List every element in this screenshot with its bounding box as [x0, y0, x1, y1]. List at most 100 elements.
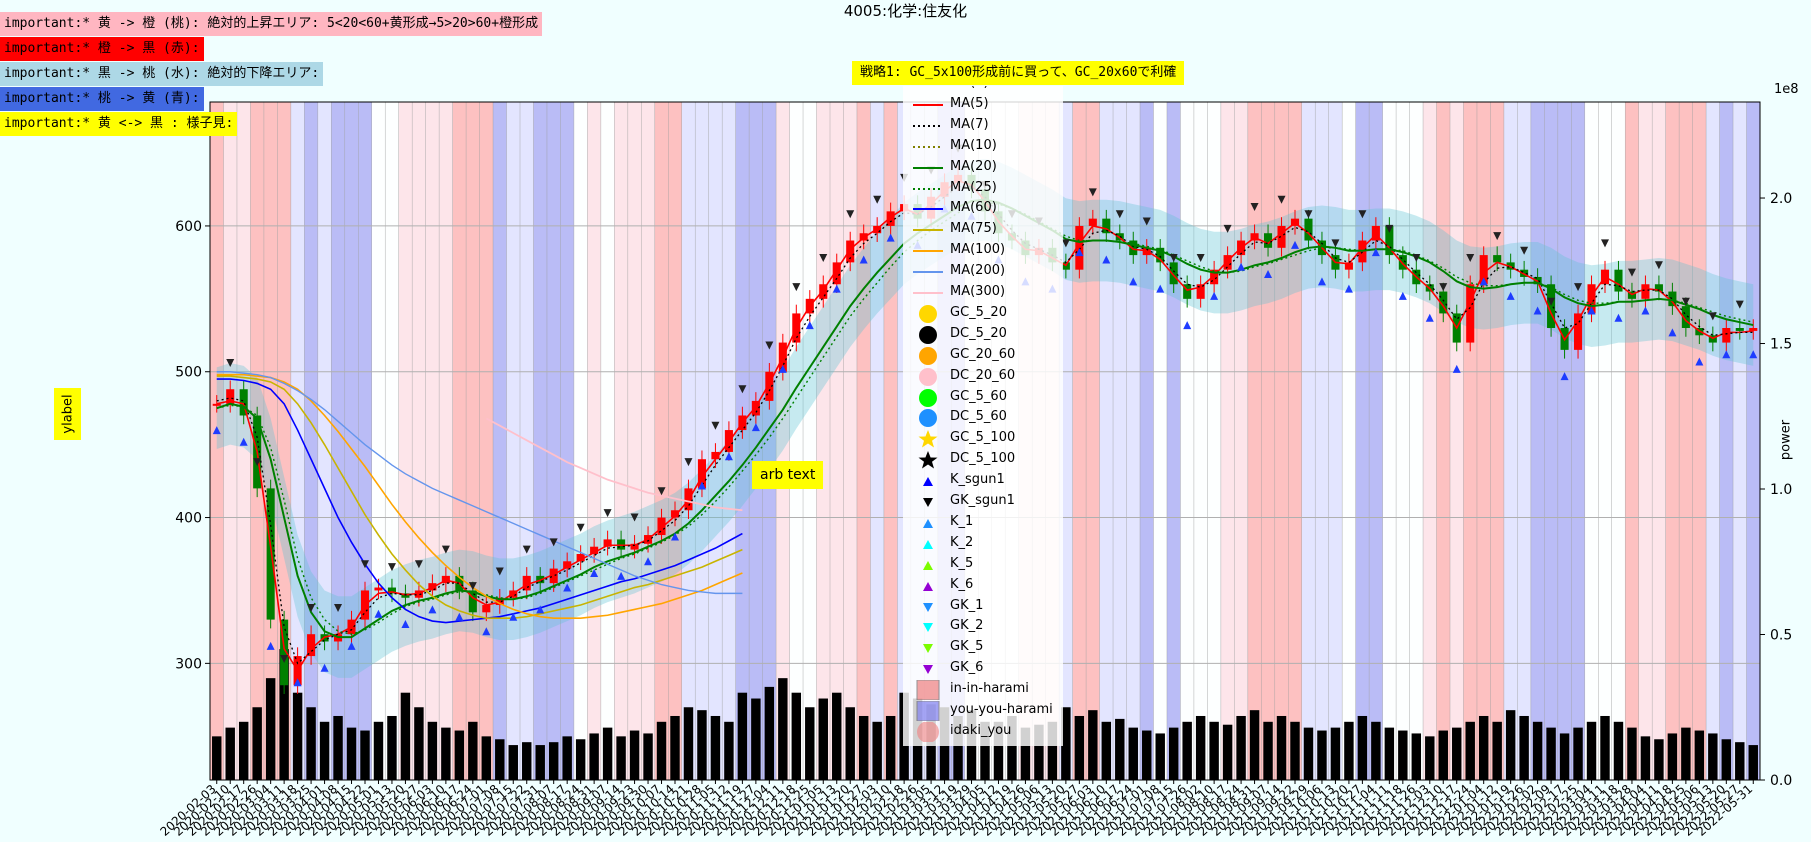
candle-body [697, 459, 706, 489]
k-signal-marker [1129, 277, 1138, 286]
trend-band [1140, 102, 1154, 780]
legend-label: MA(75) [950, 221, 997, 237]
trend-band [1638, 102, 1653, 780]
volume-bar [1613, 721, 1624, 780]
candle-body [1129, 240, 1138, 256]
candle-body [1439, 291, 1448, 314]
volume-bar [1303, 727, 1314, 780]
volume-bar [980, 721, 990, 780]
gk-signal-marker [846, 210, 855, 219]
candle-body [482, 605, 491, 613]
legend-item: K_sgun1 [903, 471, 1063, 492]
candle-body [226, 389, 235, 404]
trend-band [1369, 102, 1383, 780]
volume-bar [791, 692, 802, 780]
gk-signal-marker [819, 254, 828, 263]
candle-body [1749, 328, 1758, 331]
k-signal-marker [1264, 270, 1273, 279]
gk-signal-marker [576, 523, 585, 532]
candle-body [280, 619, 289, 686]
legend-item: DC_20_60 [903, 367, 1063, 388]
candle-body [212, 403, 221, 406]
k-signal-marker [859, 255, 868, 264]
volume-bar [414, 707, 424, 780]
legend-item: DC_5_20 [903, 325, 1063, 346]
legend-swatch [923, 644, 933, 654]
legend-item: GK_5 [903, 638, 1063, 659]
candle-body [1466, 284, 1475, 343]
volume-bar [832, 692, 842, 780]
k-signal-marker [1587, 306, 1596, 315]
volume-bar [710, 715, 721, 780]
k-signal-marker [1398, 291, 1407, 300]
volume-bar [1263, 721, 1273, 780]
ma-line [216, 201, 1754, 635]
legend-swatch [919, 304, 937, 323]
legend-square-swatch [916, 680, 940, 701]
candle-body [1641, 284, 1650, 299]
volume-bar [454, 730, 465, 780]
trend-band [1342, 102, 1356, 780]
volume-bar [1532, 721, 1543, 780]
trend-band [1315, 102, 1329, 780]
k-signal-marker [697, 481, 706, 490]
trend-band [1207, 102, 1221, 780]
candle-body [670, 510, 680, 518]
legend-circle-swatch [919, 325, 937, 344]
candle-body [590, 546, 599, 554]
trend-band [830, 102, 844, 780]
candle-body [1385, 225, 1394, 256]
trend-band [587, 102, 601, 780]
trend-band [1476, 102, 1491, 780]
legend-star-swatch [918, 430, 938, 448]
volume-bar [346, 727, 357, 780]
candle-body [1277, 225, 1286, 248]
trend-band [749, 102, 763, 780]
trend-band [1719, 102, 1734, 780]
trend-band [546, 102, 561, 780]
trend-band [1746, 102, 1760, 780]
trend-band [533, 102, 547, 780]
trend-band [506, 102, 520, 780]
trend-band [1571, 102, 1585, 780]
legend-item: K_1 [903, 513, 1063, 534]
trend-band [1180, 102, 1194, 780]
volume-bar [1222, 724, 1233, 780]
y-axis-label: ylabel [60, 394, 75, 434]
legend-item: MA(10) [903, 137, 1063, 158]
trend-band [1193, 102, 1208, 780]
candle-body [307, 634, 316, 657]
volume-bar [670, 715, 680, 780]
k-signal-marker [1506, 291, 1515, 300]
k-signal-marker [536, 605, 545, 614]
trend-band [1072, 102, 1087, 780]
legend-circle-swatch [917, 721, 939, 742]
volume-bar [751, 698, 761, 780]
candle-body [1169, 262, 1178, 285]
gk-signal-marker [738, 385, 747, 394]
legend-item: MA(20) [903, 158, 1063, 179]
trend-band [1665, 102, 1680, 780]
k-signal-marker [320, 663, 329, 672]
volume-bar [845, 707, 855, 780]
volume-bar [279, 649, 289, 780]
volume-bar [1101, 721, 1112, 780]
trend-band [1598, 102, 1612, 780]
volume-bar [1398, 730, 1408, 780]
legend-circle-swatch [919, 346, 937, 365]
volume-bar [495, 739, 505, 780]
legend-swatch [917, 721, 939, 742]
gk-signal-marker [441, 545, 450, 554]
volume-bar [872, 721, 882, 780]
volume-bar [1478, 715, 1489, 780]
k-signal-marker [1183, 321, 1192, 330]
volume-bar [292, 692, 303, 780]
gk-signal-marker [711, 421, 720, 430]
legend-label: MA(200) [950, 263, 1006, 279]
trend-band [735, 102, 750, 780]
trend-band [1692, 102, 1707, 780]
volume-bar [1600, 715, 1610, 780]
candle-body [374, 587, 383, 591]
legend-label: MA(300) [950, 284, 1006, 299]
trend-band [1288, 102, 1302, 780]
